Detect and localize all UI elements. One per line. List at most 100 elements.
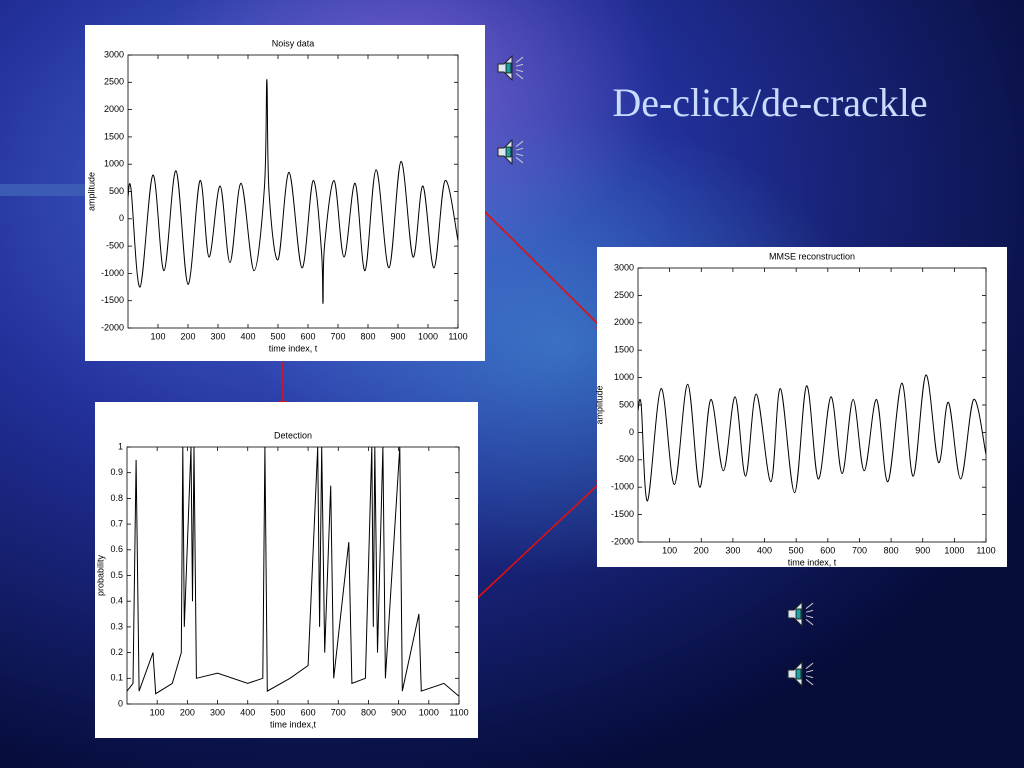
decor-bar [0,184,90,196]
x-axis-label: time index, t [269,343,318,353]
x-tick-label: 800 [884,545,899,555]
x-tick-label: 300 [210,707,225,717]
slide-title: De-click/de-crackle [612,80,927,125]
x-tick-label: 300 [725,545,740,555]
speaker-icon[interactable] [787,600,814,628]
sound-wave [515,153,524,157]
chart: Detection time index,t probability 0 0.1 0.2 0… [95,402,478,738]
arrow [469,480,603,606]
x-tick-label: 1100 [976,545,995,555]
y-tick-label: 0.7 [110,518,123,528]
y-axis-label: amplitude [594,385,604,424]
speaker-icon[interactable] [497,54,524,82]
speaker-icon[interactable] [497,138,524,166]
x-tick-label: 600 [301,707,316,717]
sound-wave [515,140,524,147]
y-tick-label: 0.5 [110,570,123,580]
data-line [127,447,459,697]
x-tick-label: 400 [240,331,255,341]
y-tick-label: 0 [119,213,124,223]
sound-wave [805,662,814,669]
x-tick-label: 500 [789,545,804,555]
chart-title: MMSE reconstruction [769,251,855,261]
y-tick-label: 0.6 [110,544,123,554]
x-tick-label: 200 [180,707,195,717]
x-axis-label: time index, t [788,557,837,567]
speaker-cone [505,62,512,74]
plot-frame [126,446,460,705]
y-tick-label: 0.2 [110,647,123,657]
x-tick-label: 100 [150,331,165,341]
x-tick-label: 600 [820,545,835,555]
x-tick-label: 700 [852,545,867,555]
y-tick-label: 1500 [614,345,634,355]
y-tick-label: 0.3 [110,621,123,631]
sound-wave [805,619,814,626]
y-tick-label: -500 [106,240,124,250]
x-tick-label: 900 [391,707,406,717]
y-tick-label: 3000 [104,49,124,59]
y-tick-label: 2000 [614,317,634,327]
sound-wave [805,669,814,673]
chart-background [95,402,478,738]
sound-wave [515,56,524,63]
x-tick-label: 500 [270,331,285,341]
speaker-cone [795,608,802,620]
x-tick-label: 400 [757,545,772,555]
sound-wave [805,615,814,619]
y-tick-label: 500 [109,186,124,196]
y-axis-label: probability [95,554,105,596]
sound-wave [805,679,814,686]
x-tick-label: 200 [694,545,709,555]
plot-frame [637,267,987,543]
sound-wave [805,602,814,609]
sound-wave [805,609,814,613]
x-tick-label: 700 [330,331,345,341]
sound-wave [515,73,524,80]
x-tick-label: 100 [150,707,165,717]
x-tick-label: 600 [300,331,315,341]
y-tick-label: -2000 [101,322,124,332]
x-tick-label: 1100 [448,331,467,341]
arrow [477,204,603,329]
y-tick-label: 0.4 [110,596,123,606]
y-tick-label: 3000 [614,262,634,272]
speaker-body [787,600,803,628]
chart-title: Noisy data [272,38,315,48]
y-tick-label: -1500 [101,295,124,305]
y-tick-label: 1 [118,441,123,451]
y-tick-label: 0.9 [110,467,123,477]
x-tick-label: 1000 [419,707,439,717]
sound-wave [515,147,524,151]
sound-wave [805,675,814,679]
y-tick-label: 0 [629,427,634,437]
x-tick-label: 200 [180,331,195,341]
chart-title: Detection [274,430,312,440]
y-tick-label: -1000 [101,268,124,278]
x-tick-label: 1100 [449,707,468,717]
x-axis-label: time index,t [270,719,317,729]
x-tick-label: 1000 [418,331,438,341]
speaker-icon[interactable] [787,660,814,688]
speaker-body [497,138,513,166]
y-tick-label: -1000 [611,482,634,492]
sound-wave [515,63,524,67]
x-tick-label: 800 [360,331,375,341]
x-tick-label: 700 [331,707,346,717]
y-tick-label: 2500 [614,290,634,300]
sound-wave [515,69,524,73]
speaker-body [787,660,803,688]
data-line [638,374,986,502]
y-tick-label: 2500 [104,77,124,87]
y-tick-label: 1000 [614,372,634,382]
y-tick-label: -1500 [611,509,634,519]
chart: Noisy data time index, t amplitude -2000 -15… [85,25,485,361]
sound-wave [515,157,524,164]
data-line [128,79,458,304]
y-tick-label: -500 [616,454,634,464]
y-tick-label: 2000 [104,104,124,114]
chart-background [597,247,1007,567]
x-tick-label: 900 [915,545,930,555]
y-tick-label: 0 [118,698,123,708]
